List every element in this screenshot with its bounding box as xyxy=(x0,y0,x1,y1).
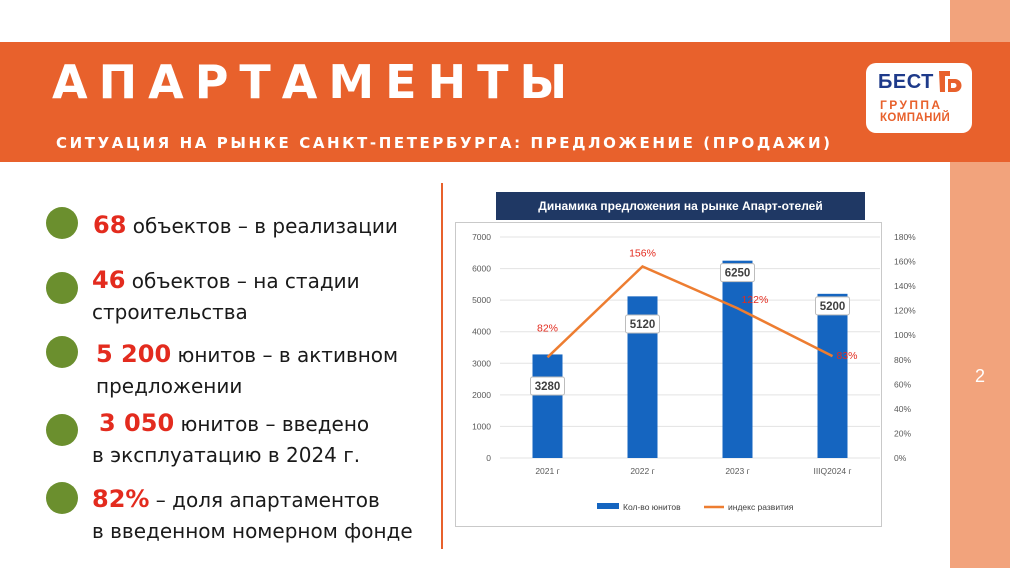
y-axis-left-tick: 5000 xyxy=(472,295,491,305)
y-axis-right-tick: 0% xyxy=(894,453,907,463)
y-axis-right-tick: 100% xyxy=(894,330,916,340)
bullet-dot xyxy=(46,482,78,514)
fact-item: 68 объектов – в реализации xyxy=(93,210,398,242)
logo-line-companies: КОМПАНИЙ xyxy=(880,112,951,124)
chart-series-line xyxy=(546,264,834,359)
line-value-label: 82% xyxy=(537,322,558,334)
fact-number: 5 200 xyxy=(96,340,172,368)
page-number: 2 xyxy=(974,366,985,386)
line-value-label: 83% xyxy=(837,350,858,362)
fact-number: 82% xyxy=(92,485,150,513)
line-value-label: 122% xyxy=(742,294,769,306)
vertical-divider xyxy=(441,183,443,549)
fact-text-line2: строительства xyxy=(92,300,248,324)
y-axis-right-tick: 60% xyxy=(894,379,911,389)
fact-item: 82% – доля апартаментов в введенном номе… xyxy=(92,484,413,547)
chart-frame xyxy=(455,222,882,527)
y-axis-left-tick: 1000 xyxy=(472,421,491,431)
fact-text: юнитов – введено xyxy=(174,412,370,436)
bullet-dot xyxy=(46,336,78,368)
y-axis-right-tick: 180% xyxy=(894,232,916,242)
page-title: АПАРТАМЕНТЫ xyxy=(52,55,579,109)
chart-bar xyxy=(817,293,848,458)
bullet-dot xyxy=(46,414,78,446)
fact-number: 68 xyxy=(93,211,127,239)
y-axis-right-tick: 140% xyxy=(894,281,916,291)
legend-bar-swatch xyxy=(597,503,619,509)
fact-item: 5 200 юнитов – в активном предложении xyxy=(96,339,398,402)
x-axis-tick: 2023 г xyxy=(725,466,749,476)
x-axis-tick: 2022 г xyxy=(630,466,654,476)
fact-text: юнитов – в активном xyxy=(171,343,399,367)
x-axis-tick: 2021 г xyxy=(535,466,559,476)
x-axis-tick: IIIQ2024 г xyxy=(813,466,851,476)
bar-value-label: 3280 xyxy=(535,381,561,393)
bar-value-label: 6250 xyxy=(725,268,751,280)
logo-line-group: ГРУППА xyxy=(880,98,943,112)
header-banner xyxy=(0,42,1010,162)
y-axis-right-tick: 120% xyxy=(894,306,916,316)
y-axis-left-tick: 7000 xyxy=(472,232,491,242)
fact-text: объектов – на стадии xyxy=(125,269,360,293)
y-axis-left-tick: 4000 xyxy=(472,327,491,337)
fact-item: 46 объектов – на стадии строительства xyxy=(92,265,360,328)
fact-number: 46 xyxy=(92,266,126,294)
fact-text: объектов – в реализации xyxy=(126,214,398,238)
bullet-dot xyxy=(46,272,78,304)
y-axis-right-tick: 40% xyxy=(894,404,911,414)
fact-item: 3 050 юнитов – введено в эксплуатацию в … xyxy=(92,408,369,471)
y-axis-right-tick: 80% xyxy=(894,355,911,365)
fact-text-line2: предложении xyxy=(96,374,243,398)
chart-bar xyxy=(722,260,753,458)
y-axis-left-tick: 2000 xyxy=(472,390,491,400)
page-subtitle: СИТУАЦИЯ НА РЫНКЕ САНКТ-ПЕТЕРБУРГА: ПРЕД… xyxy=(56,134,833,152)
bar-label-box xyxy=(720,263,755,283)
chart-title: Динамика предложения на рынке Апарт-отел… xyxy=(496,192,865,220)
fact-text-line2: в эксплуатацию в 2024 г. xyxy=(92,443,361,467)
bar-value-label: 5120 xyxy=(630,319,656,331)
legend-label: индекс развития xyxy=(728,502,794,512)
bar-label-box xyxy=(625,314,660,334)
chart-bar xyxy=(532,354,563,458)
bar-value-label: 5200 xyxy=(820,301,846,313)
y-axis-left-tick: 6000 xyxy=(472,264,491,274)
company-logo: БЕСТ ГРУППА КОМПАНИЙ xyxy=(866,63,972,133)
bar-label-box xyxy=(815,296,850,316)
y-axis-right-tick: 160% xyxy=(894,257,916,267)
logo-word: БЕСТ xyxy=(878,71,934,93)
logo-mark-icon xyxy=(939,71,962,92)
y-axis-left-tick: 3000 xyxy=(472,358,491,368)
legend-label: Кол-во юнитов xyxy=(623,502,681,512)
fact-text: – доля апартаментов xyxy=(149,488,380,512)
fact-text-line2: в введенном номерном фонде xyxy=(92,519,413,543)
bullet-dot xyxy=(46,207,78,239)
bar-label-box xyxy=(530,376,565,396)
fact-number: 3 050 xyxy=(99,409,175,437)
y-axis-left-tick: 0 xyxy=(486,453,491,463)
y-axis-right-tick: 20% xyxy=(894,428,911,438)
line-value-label: 156% xyxy=(629,247,656,259)
